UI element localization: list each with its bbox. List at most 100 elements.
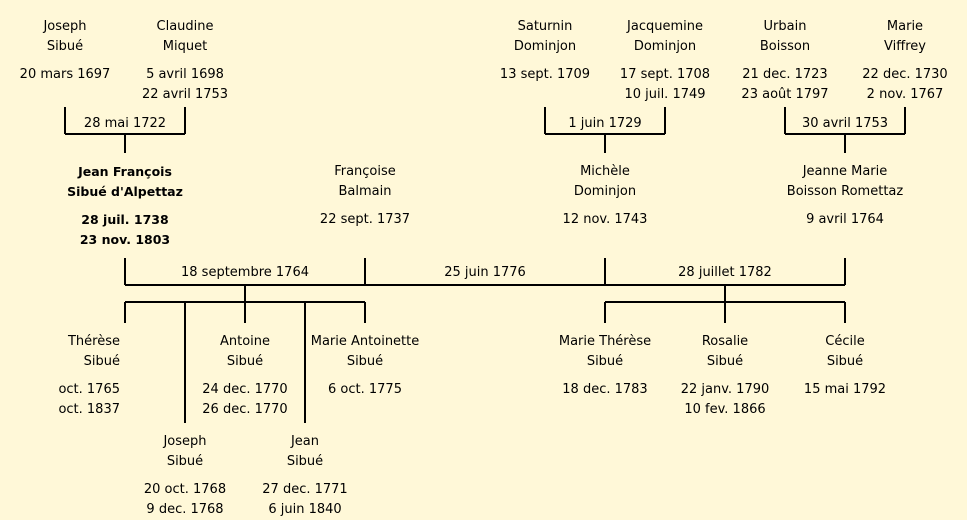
person-therese: Thérèse Sibué oct. 1765 oct. 1837	[0, 332, 120, 420]
spacer	[770, 372, 920, 380]
person-date: 28 juil. 1738	[81, 212, 169, 227]
person-name-line: Claudine	[156, 19, 214, 34]
person-name-line: Jean	[290, 434, 320, 449]
person-name-line: Joseph	[43, 19, 87, 34]
person-name-line: Thérèse	[67, 334, 120, 349]
person-date: 22 dec. 1730	[862, 67, 948, 82]
person-date: 23 nov. 1803	[79, 232, 171, 247]
spacer	[110, 57, 260, 65]
person-name-line: Dominjon	[633, 39, 697, 54]
spacer	[290, 202, 440, 210]
spacer	[0, 372, 120, 380]
person-date: 20 oct. 1768	[143, 482, 227, 497]
person-date: 22 janv. 1790	[680, 382, 770, 397]
person-name-line: Urbain	[763, 19, 807, 34]
person-date: 9 avril 1764	[806, 212, 884, 227]
person-name-line: Dominjon	[573, 184, 637, 199]
person-name-line: Marie Antoinette	[310, 334, 420, 349]
person-urbain-boisson: Urbain Boisson 21 dec. 1723 23 août 1797	[710, 17, 860, 105]
person-name-line: Sibué	[226, 354, 264, 369]
person-saturnin-dominjon: Saturnin Dominjon 13 sept. 1709	[470, 17, 620, 85]
person-date: 5 avril 1698	[146, 67, 224, 82]
person-date: 22 sept. 1737	[319, 212, 411, 227]
person-name-line: Sibué	[83, 354, 120, 369]
person-date: 26 dec. 1770	[202, 402, 288, 417]
person-name-line: Sibué d'Alpettaz	[67, 184, 183, 199]
spacer	[230, 472, 380, 480]
person-date: 12 nov. 1743	[562, 212, 648, 227]
person-name-line: Michèle	[580, 164, 630, 179]
person-date: 10 juil. 1749	[624, 87, 706, 102]
person-antoine: Antoine Sibué 24 dec. 1770 26 dec. 1770	[170, 332, 320, 420]
person-name-line: Boisson	[759, 39, 811, 54]
person-date: 2 nov. 1767	[866, 87, 944, 102]
person-marie-therese: Marie Thérèse Sibué 18 dec. 1783	[530, 332, 680, 400]
marriage-date-m1776: 25 juin 1776	[441, 265, 529, 281]
person-name-line: Marie Thérèse	[558, 334, 652, 349]
person-date: 27 dec. 1771	[262, 482, 348, 497]
person-name-line: Boisson Romettaz	[786, 184, 904, 199]
person-date: 18 dec. 1783	[562, 382, 648, 397]
person-claudine-miquet: Claudine Miquet 5 avril 1698 22 avril 1753	[110, 17, 260, 105]
person-date: 10 fev. 1866	[684, 402, 766, 417]
person-name-line: Sibué	[826, 354, 864, 369]
person-joseph-jr: Joseph Sibué 20 oct. 1768 9 dec. 1768	[110, 432, 260, 520]
person-date: 9 dec. 1768	[146, 502, 224, 517]
person-date: 6 oct. 1775	[328, 382, 402, 397]
person-name-line: Dominjon	[513, 39, 577, 54]
person-name-line: Saturnin	[517, 19, 573, 34]
person-date: 21 dec. 1723	[742, 67, 828, 82]
person-date: oct. 1765	[58, 382, 120, 397]
person-cecile: Cécile Sibué 15 mai 1792	[770, 332, 920, 400]
person-michele-dominjon: Michèle Dominjon 12 nov. 1743	[530, 162, 680, 230]
person-name-line: Sibué	[706, 354, 744, 369]
marriage-date-m1782: 28 juillet 1782	[675, 265, 775, 281]
person-jeanne-marie: Jeanne Marie Boisson Romettaz 9 avril 1764	[770, 162, 920, 230]
person-date: 6 juin 1840	[268, 502, 342, 517]
person-francoise-balmain: Françoise Balmain 22 sept. 1737	[290, 162, 440, 230]
person-name-line: Joseph	[163, 434, 207, 449]
person-name-line: Sibué	[586, 354, 624, 369]
person-jean: Jean Sibué 27 dec. 1771 6 juin 1840	[230, 432, 380, 520]
marriage-date-m1753: 30 avril 1753	[798, 116, 892, 132]
person-date: 24 dec. 1770	[202, 382, 288, 397]
person-name-line: Jeanne Marie	[802, 164, 888, 179]
person-name-line: Sibué	[166, 454, 204, 469]
person-date: oct. 1837	[58, 402, 120, 417]
person-date: 17 sept. 1708	[619, 67, 711, 82]
person-name-line: Antoine	[219, 334, 271, 349]
person-name-line: Sibué	[346, 354, 384, 369]
person-date: 23 août 1797	[741, 87, 829, 102]
marriage-date-m1729: 1 juin 1729	[565, 116, 645, 132]
person-name-line: Viffrey	[884, 39, 926, 54]
person-marie-viffrey: Marie Viffrey 22 dec. 1730 2 nov. 1767	[830, 17, 967, 105]
person-name-line: Marie	[886, 19, 924, 34]
marriage-date-m1722: 28 mai 1722	[80, 116, 170, 132]
person-name-line: Balmain	[338, 184, 392, 199]
spacer	[50, 202, 200, 210]
spacer	[290, 372, 440, 380]
person-marie-antoinette: Marie Antoinette Sibué 6 oct. 1775	[290, 332, 440, 400]
person-name-line: Cécile	[825, 334, 865, 349]
marriage-date-m1764: 18 septembre 1764	[178, 265, 312, 281]
person-date: 20 mars 1697	[19, 67, 111, 82]
person-name-line: Jean François	[78, 164, 172, 179]
person-date: 22 avril 1753	[141, 87, 229, 102]
person-name-line: Rosalie	[701, 334, 749, 349]
person-jean-francois: Jean François Sibué d'Alpettaz 28 juil. 17…	[50, 162, 200, 250]
person-jacquemine-dominjon: Jacquemine Dominjon 17 sept. 1708 10 juil. …	[590, 17, 740, 105]
spacer	[530, 202, 680, 210]
person-name-line: Sibué	[46, 39, 84, 54]
person-name-line: Jacquemine	[627, 19, 703, 34]
spacer	[830, 57, 967, 65]
person-date: 13 sept. 1709	[499, 67, 591, 82]
person-joseph-sibue-sr: Joseph Sibué 20 mars 1697	[0, 17, 140, 85]
person-name-line: Miquet	[162, 39, 208, 54]
person-date: 15 mai 1792	[803, 382, 887, 397]
person-rosalie: Rosalie Sibué 22 janv. 1790 10 fev. 1866	[650, 332, 800, 420]
person-name-line: Françoise	[334, 164, 396, 179]
spacer	[770, 202, 920, 210]
person-name-line: Sibué	[286, 454, 324, 469]
